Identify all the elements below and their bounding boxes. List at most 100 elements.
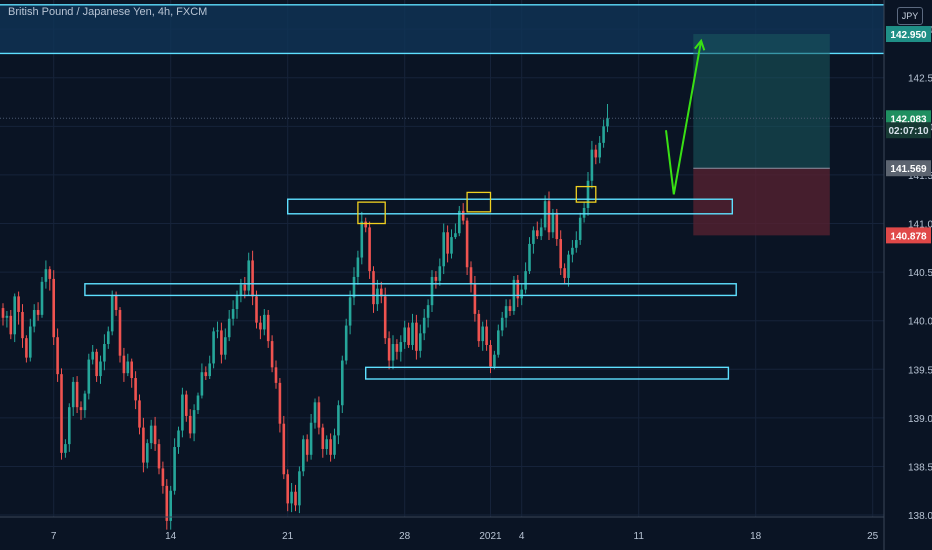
highlight-box: [357, 201, 386, 225]
forecast-arrow-head: [694, 38, 706, 51]
candle-body: [438, 266, 442, 281]
candle-body: [68, 407, 71, 445]
candle-body: [469, 267, 473, 284]
y-tick-label: 138.000: [908, 511, 932, 522]
candle-body: [590, 149, 594, 181]
candle-body: [461, 210, 465, 221]
x-tick-label: 11: [634, 531, 645, 542]
consolidation-zone: [287, 198, 734, 215]
price-label: 140.878: [890, 231, 927, 242]
candle-body: [473, 283, 477, 314]
candle-body: [40, 281, 44, 315]
candle-body: [60, 374, 63, 453]
candle-body: [146, 443, 149, 463]
candle-body: [153, 425, 157, 445]
candle-body: [559, 239, 562, 269]
candle-body: [216, 330, 219, 332]
highlight-box: [466, 191, 492, 213]
y-tick-label: 139.000: [908, 414, 932, 425]
candle-body: [485, 326, 488, 345]
y-tick-label: 141.000: [908, 220, 932, 231]
candle-body: [114, 295, 118, 311]
candle-body: [134, 378, 137, 401]
candle-body: [563, 268, 566, 278]
candle-body: [341, 360, 344, 406]
candle-body: [586, 180, 590, 208]
candle-body: [79, 407, 83, 411]
candle-body: [419, 333, 422, 351]
candle-body: [29, 326, 32, 358]
candle-body: [204, 372, 208, 377]
candle-body: [442, 232, 445, 267]
candle-body: [539, 227, 543, 237]
candle-body: [333, 435, 336, 455]
candle-body: [352, 276, 356, 298]
candle-body: [411, 322, 414, 345]
candle-body: [278, 382, 282, 424]
candle-body: [99, 361, 102, 377]
candle-body: [344, 325, 348, 361]
candle-body: [21, 311, 24, 339]
candle-body: [325, 439, 328, 449]
candle-body: [313, 402, 317, 423]
candle-body: [497, 330, 500, 355]
currency-button[interactable]: JPY: [897, 7, 923, 25]
candle-body: [380, 288, 383, 297]
candle-body: [110, 295, 114, 332]
candle-body: [376, 288, 379, 305]
price-label: 141.569: [890, 164, 927, 175]
x-tick-label: 2021: [479, 531, 502, 542]
candle-body: [290, 491, 293, 504]
candle-body: [103, 344, 106, 362]
candle-body: [251, 260, 254, 297]
candle-body: [126, 361, 130, 374]
candle-body: [274, 367, 278, 383]
candle-body: [360, 221, 364, 258]
forecast-arrow: [665, 40, 703, 195]
candle-body: [477, 313, 481, 342]
candle-body: [122, 355, 126, 374]
candle-body: [188, 415, 192, 434]
candle-body: [255, 296, 258, 323]
candle-body: [259, 322, 262, 330]
consolidation-zone: [84, 283, 737, 297]
candle-body: [44, 269, 48, 282]
candle-body: [149, 425, 153, 444]
candle-body: [107, 331, 110, 345]
candle-body: [231, 309, 235, 319]
candle-body: [551, 212, 555, 233]
candle-body: [220, 330, 223, 355]
x-tick-label: 7: [51, 531, 57, 542]
candle-body: [337, 405, 340, 436]
candle-body: [454, 233, 457, 238]
candle-body: [305, 439, 309, 455]
candle-body: [5, 315, 9, 318]
candle-body: [95, 351, 98, 377]
candle-body: [298, 471, 301, 506]
candle-body: [36, 310, 40, 315]
candle-body: [17, 296, 20, 312]
price-label: 142.083: [890, 114, 927, 125]
candle-body: [520, 289, 523, 299]
candle-body: [422, 317, 426, 334]
candle-body: [387, 338, 391, 361]
candle-body: [25, 338, 28, 358]
candle-body: [508, 306, 512, 311]
candle-body: [594, 149, 598, 158]
candle-body: [169, 490, 172, 521]
candle-body: [235, 295, 239, 310]
candle-body: [157, 444, 161, 469]
candle-body: [192, 410, 196, 434]
candle-body: [434, 276, 438, 281]
candle-body: [263, 314, 266, 330]
candle-body: [532, 230, 535, 244]
candle-body: [52, 278, 55, 338]
candle-body: [582, 207, 586, 218]
candle-body: [118, 310, 122, 356]
candle-body: [407, 327, 410, 345]
y-tick-label: 138.500: [908, 462, 932, 473]
candle-body: [383, 296, 387, 339]
candle-body: [465, 220, 469, 268]
